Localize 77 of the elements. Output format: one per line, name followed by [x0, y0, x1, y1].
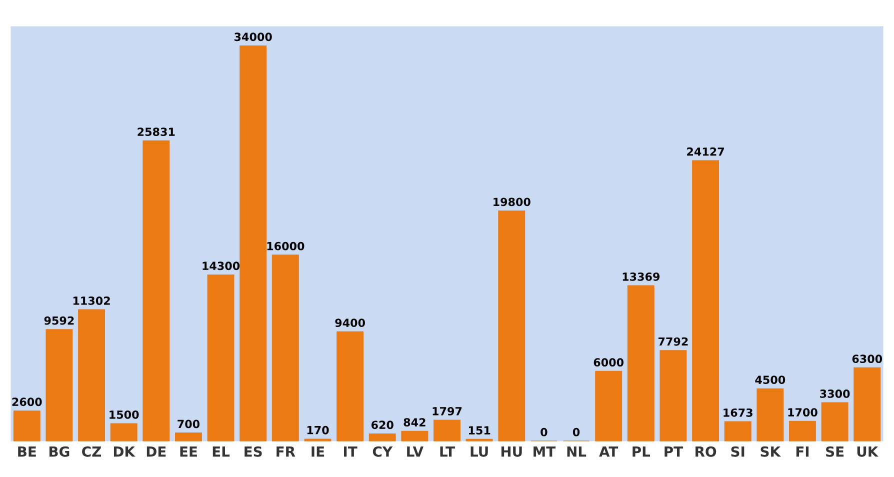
data-label: 9400: [335, 318, 365, 328]
data-label: 24127: [687, 147, 724, 156]
x-tick-label: LT: [440, 446, 455, 457]
bar: [498, 210, 526, 442]
bar: [660, 350, 687, 442]
bar: [434, 420, 460, 442]
bar: [240, 45, 267, 442]
x-tick-label: BE: [18, 446, 36, 457]
x-tick-label: EE: [180, 446, 197, 457]
bar: [110, 423, 138, 442]
data-label: 1500: [110, 410, 139, 419]
x-tick-label: CZ: [82, 446, 102, 457]
x-tick-label: ES: [244, 446, 262, 457]
bar: [401, 430, 428, 442]
x-tick-label: BG: [49, 446, 70, 457]
x-tick-label: HU: [501, 446, 522, 457]
bar: [78, 309, 105, 442]
x-tick-label: DK: [114, 446, 136, 457]
data-label: 25831: [138, 128, 175, 136]
x-tick-label: NL: [567, 446, 586, 457]
bar: [13, 410, 40, 442]
data-label: 9592: [44, 316, 74, 325]
data-label: 170: [307, 426, 329, 434]
x-tick-label: RO: [696, 446, 716, 457]
x-tick-label: DE: [146, 446, 166, 457]
bar: [174, 432, 202, 442]
data-label: 6300: [852, 354, 882, 364]
bar: [821, 402, 848, 442]
data-label: 6000: [594, 358, 624, 367]
x-tick-label: PT: [664, 446, 683, 457]
data-label: 842: [404, 418, 426, 427]
bar: [756, 388, 784, 442]
data-label: 19800: [494, 198, 530, 206]
data-label: 4500: [755, 376, 786, 384]
x-tick-label: SE: [826, 446, 844, 457]
bar: [692, 160, 720, 442]
x-tick-label: IT: [344, 446, 358, 457]
x-tick-label: LU: [470, 446, 488, 457]
data-label: 13369: [622, 272, 660, 281]
data-label: 14300: [202, 262, 240, 270]
x-tick-label: SK: [760, 446, 781, 457]
data-label: 1797: [432, 407, 462, 416]
data-label: 151: [468, 426, 490, 435]
bar: [46, 329, 73, 442]
x-tick-label: CY: [372, 446, 393, 457]
data-label: 16000: [267, 242, 304, 250]
bar: [789, 420, 816, 442]
data-label: 2600: [12, 398, 42, 406]
x-tick-label: PL: [632, 446, 650, 457]
bar: [207, 274, 234, 442]
x-tick-label: EL: [212, 446, 230, 457]
data-label: 34000: [234, 32, 272, 42]
x-tick-label: SI: [731, 446, 744, 457]
data-label: 0: [572, 428, 580, 436]
bar: [627, 285, 654, 442]
data-label: 3300: [820, 390, 850, 398]
data-label: 1673: [724, 408, 752, 417]
bar: [724, 421, 752, 442]
x-tick-label: UK: [857, 446, 879, 457]
bar: [368, 433, 396, 442]
x-tick-label: FR: [276, 446, 296, 457]
bar: [854, 367, 881, 442]
data-label: 620: [371, 420, 394, 430]
x-tick-label: IE: [312, 446, 324, 457]
x-tick-label: MT: [534, 446, 556, 457]
data-label: 0: [540, 428, 548, 436]
bar: [142, 140, 170, 442]
x-tick-label: AT: [599, 446, 618, 457]
data-label: 700: [178, 420, 200, 428]
data-label: 11302: [73, 296, 110, 305]
x-tick-label: LV: [407, 446, 424, 457]
bar: [336, 331, 364, 442]
bar: [595, 370, 622, 442]
data-label: 1700: [788, 408, 818, 417]
x-tick-label: FI: [796, 446, 809, 457]
data-label: 7792: [658, 337, 688, 346]
bar: [272, 254, 299, 442]
